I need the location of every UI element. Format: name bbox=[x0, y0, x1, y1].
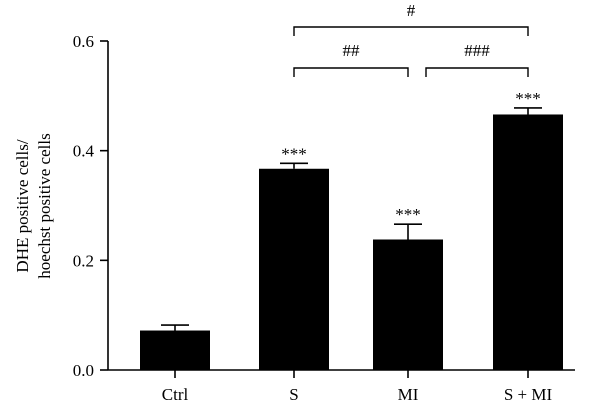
significance-bracket bbox=[425, 67, 529, 77]
significance-label: ## bbox=[343, 41, 361, 60]
significance-label: # bbox=[407, 1, 416, 20]
bar-significance-label: *** bbox=[515, 89, 541, 108]
y-axis-label: DHE positive cells/hoechst positive cell… bbox=[13, 133, 54, 278]
y-tick-label: 0.0 bbox=[73, 361, 94, 380]
significance-bracket bbox=[293, 26, 529, 36]
y-tick-label: 0.2 bbox=[73, 251, 94, 270]
significance-bracket bbox=[293, 67, 409, 77]
bar bbox=[373, 239, 443, 370]
bar bbox=[259, 168, 329, 370]
bar-significance-label: *** bbox=[395, 205, 421, 224]
significance-label: ### bbox=[464, 41, 490, 60]
y-axis-label-line: hoechst positive cells bbox=[35, 133, 54, 278]
y-tick-label: 0.4 bbox=[73, 142, 95, 161]
bar bbox=[140, 330, 210, 370]
y-axis-label-line: DHE positive cells/ bbox=[13, 139, 32, 272]
significance-brackets: ### ### bbox=[293, 1, 529, 77]
x-tick-label: S + MI bbox=[504, 385, 553, 404]
x-tick-label: MI bbox=[398, 385, 419, 404]
bars: *** *** *** bbox=[140, 89, 563, 370]
y-axis-label-text: DHE positive cells/hoechst positive cell… bbox=[13, 133, 54, 278]
x-tick-label: S bbox=[289, 385, 298, 404]
y-tick-label: 0.6 bbox=[73, 32, 94, 51]
x-tick-label: Ctrl bbox=[162, 385, 189, 404]
bar bbox=[493, 114, 563, 370]
bar-significance-label: *** bbox=[281, 144, 307, 163]
